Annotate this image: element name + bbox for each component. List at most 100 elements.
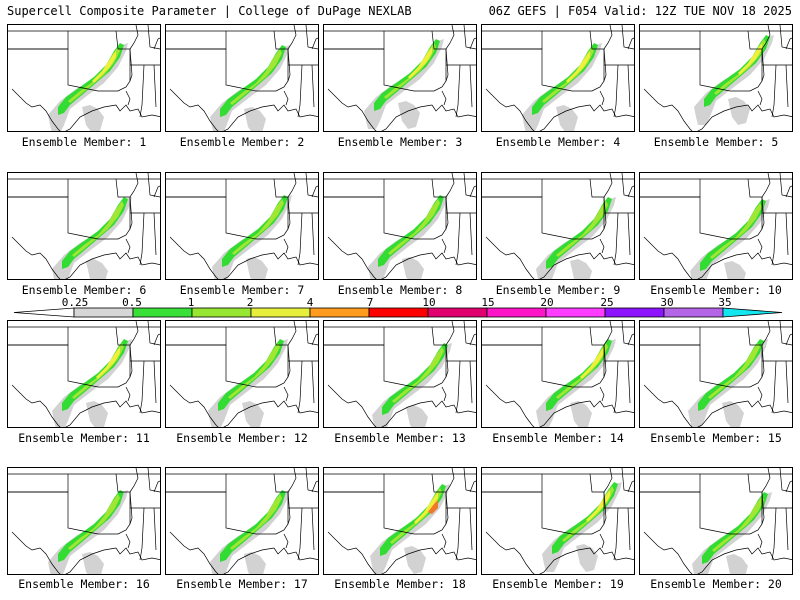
ensemble-member-label: Ensemble Member: 20 (650, 577, 782, 591)
scp-contour-2 (738, 43, 762, 75)
ensemble-map-panel (323, 320, 477, 428)
scp-contour-1 (562, 486, 614, 542)
scp-contour-1 (72, 343, 124, 399)
colorbar-tick-label: 4 (306, 296, 314, 309)
scp-field-map (8, 173, 160, 279)
scp-contour-1 (72, 201, 124, 257)
state-borders (640, 25, 792, 131)
colorbar-tick-label: 0.25 (61, 296, 89, 309)
ensemble-member-label: Ensemble Member: 19 (492, 577, 624, 591)
colorbar-tick-label: 7 (366, 296, 374, 309)
ensemble-map-panel (639, 24, 793, 132)
state-borders (166, 25, 318, 131)
ensemble-map-panel (323, 467, 477, 575)
scp-field-map (166, 173, 318, 279)
scp-field-map (8, 321, 160, 427)
colorbar-left-arrow (13, 307, 75, 318)
scp-contour-0-25-coastal (244, 107, 266, 131)
scp-contour-0-25-coastal (246, 257, 268, 279)
colorbar-segment (663, 307, 724, 318)
ensemble-map-panel (165, 320, 319, 428)
ensemble-map-panel (323, 24, 477, 132)
scp-contour-1 (708, 343, 760, 399)
colorbar-segment (604, 307, 665, 318)
state-borders (8, 468, 160, 574)
colorbar-segment (132, 307, 193, 318)
state-borders (640, 468, 792, 574)
state-borders (166, 468, 318, 574)
scp-contour-0-25-coastal (86, 259, 108, 279)
colorbar-segment (486, 307, 547, 318)
scp-field-map (640, 25, 792, 131)
scp-field-map (640, 468, 792, 574)
ensemble-member-label: Ensemble Member: 2 (179, 135, 305, 149)
scp-contour-1 (230, 49, 282, 105)
scp-field-map (640, 321, 792, 427)
ensemble-member-label: Ensemble Member: 16 (18, 577, 150, 591)
scp-field-map (482, 173, 634, 279)
state-borders (640, 173, 792, 279)
state-borders (324, 468, 476, 574)
scp-field-map (640, 173, 792, 279)
scp-contour-0-25-coastal (722, 401, 744, 427)
state-borders (324, 321, 476, 427)
scp-field-map (324, 468, 476, 574)
scp-field-map (482, 25, 634, 131)
colorbar-segment (545, 307, 606, 318)
scp-field-map (324, 25, 476, 131)
scp-contour-1 (228, 343, 280, 399)
ensemble-member-label: Ensemble Member: 11 (18, 431, 150, 445)
ensemble-member-label: Ensemble Member: 18 (334, 577, 466, 591)
ensemble-member-label: Ensemble Member: 3 (337, 135, 463, 149)
scp-contour-0-25-coastal (728, 97, 750, 125)
scp-contour-0-25-coastal (570, 401, 592, 427)
colorbar-segment (309, 307, 370, 318)
ensemble-map-panel (7, 24, 161, 132)
scp-contour-2 (92, 51, 116, 83)
scp-contour-1 (68, 494, 120, 550)
state-borders (166, 321, 318, 427)
ensemble-member-label: Ensemble Member: 13 (334, 431, 466, 445)
scp-contour-1 (556, 343, 608, 399)
ensemble-map-panel (481, 24, 635, 132)
colorbar-segment (73, 307, 134, 318)
scp-contour-1 (230, 494, 282, 550)
scp-contour-0-25-coastal (406, 405, 428, 427)
colorbar-tick-label: 10 (422, 296, 436, 309)
colorbar (13, 307, 783, 318)
scp-contour-2 (414, 492, 438, 524)
state-borders (324, 173, 476, 279)
scp-contour-2 (566, 51, 590, 83)
state-borders (640, 321, 792, 427)
colorbar-tick-label: 35 (718, 296, 732, 309)
ensemble-member-label: Ensemble Member: 9 (495, 283, 621, 297)
state-borders (166, 173, 318, 279)
ensemble-member-label: Ensemble Member: 8 (337, 283, 463, 297)
colorbar-tick-label: 20 (540, 296, 554, 309)
state-borders (482, 173, 634, 279)
colorbar-tick-label: 1 (187, 296, 195, 309)
state-borders (482, 25, 634, 131)
ensemble-member-label: Ensemble Member: 10 (650, 283, 782, 297)
chart-title: Supercell Composite Parameter | College … (7, 4, 412, 18)
state-borders (8, 321, 160, 427)
ensemble-map-panel (639, 320, 793, 428)
scp-contour-1 (710, 203, 762, 259)
scp-contour-0-25-coastal (570, 259, 592, 279)
colorbar-segment (427, 307, 488, 318)
ensemble-map-panel (165, 467, 319, 575)
colorbar-segment (722, 307, 783, 318)
ensemble-member-label: Ensemble Member: 1 (21, 135, 147, 149)
colorbar-tick-label: 25 (600, 296, 614, 309)
scp-contour-1 (714, 39, 766, 95)
ensemble-map-panel (639, 172, 793, 280)
ensemble-member-label: Ensemble Member: 17 (176, 577, 308, 591)
ensemble-member-label: Ensemble Member: 4 (495, 135, 621, 149)
scp-contour-0-25-coastal (404, 546, 426, 574)
scp-contour-1 (542, 47, 594, 103)
ensemble-member-label: Ensemble Member: 7 (179, 283, 305, 297)
state-borders (8, 173, 160, 279)
scp-contour-2 (580, 347, 604, 379)
scp-field-map (166, 25, 318, 131)
run-valid-time: 06Z GEFS | F054 Valid: 12Z TUE NOV 18 20… (488, 4, 792, 18)
